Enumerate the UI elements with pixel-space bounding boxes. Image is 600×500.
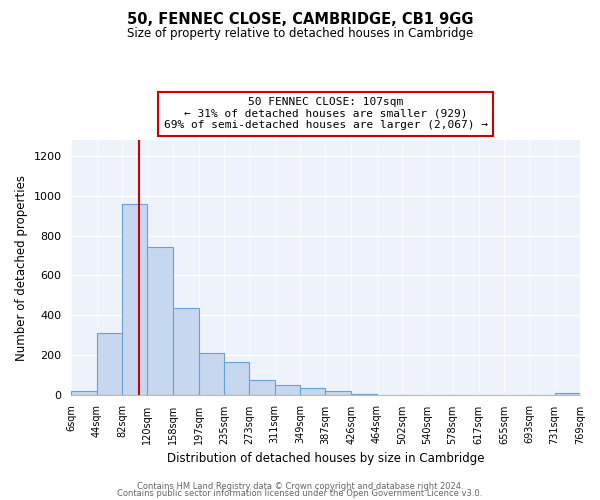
Bar [275, 385, 300, 394]
X-axis label: Distribution of detached houses by size in Cambridge: Distribution of detached houses by size … [167, 452, 484, 465]
Bar [224, 362, 250, 394]
Bar [97, 333, 122, 394]
Text: Contains HM Land Registry data © Crown copyright and database right 2024.: Contains HM Land Registry data © Crown c… [137, 482, 463, 491]
Text: Size of property relative to detached houses in Cambridge: Size of property relative to detached ho… [127, 28, 473, 40]
Bar [122, 204, 148, 394]
Bar [300, 388, 325, 394]
Text: 50 FENNEC CLOSE: 107sqm
← 31% of detached houses are smaller (929)
69% of semi-d: 50 FENNEC CLOSE: 107sqm ← 31% of detache… [164, 97, 488, 130]
Text: Contains public sector information licensed under the Open Government Licence v3: Contains public sector information licen… [118, 489, 482, 498]
Bar [250, 380, 275, 394]
Bar [148, 246, 173, 394]
Bar [199, 353, 224, 395]
Bar [173, 308, 199, 394]
Bar [554, 392, 580, 394]
Text: 50, FENNEC CLOSE, CAMBRIDGE, CB1 9GG: 50, FENNEC CLOSE, CAMBRIDGE, CB1 9GG [127, 12, 473, 28]
Y-axis label: Number of detached properties: Number of detached properties [15, 174, 28, 360]
Bar [71, 390, 97, 394]
Bar [325, 390, 352, 394]
